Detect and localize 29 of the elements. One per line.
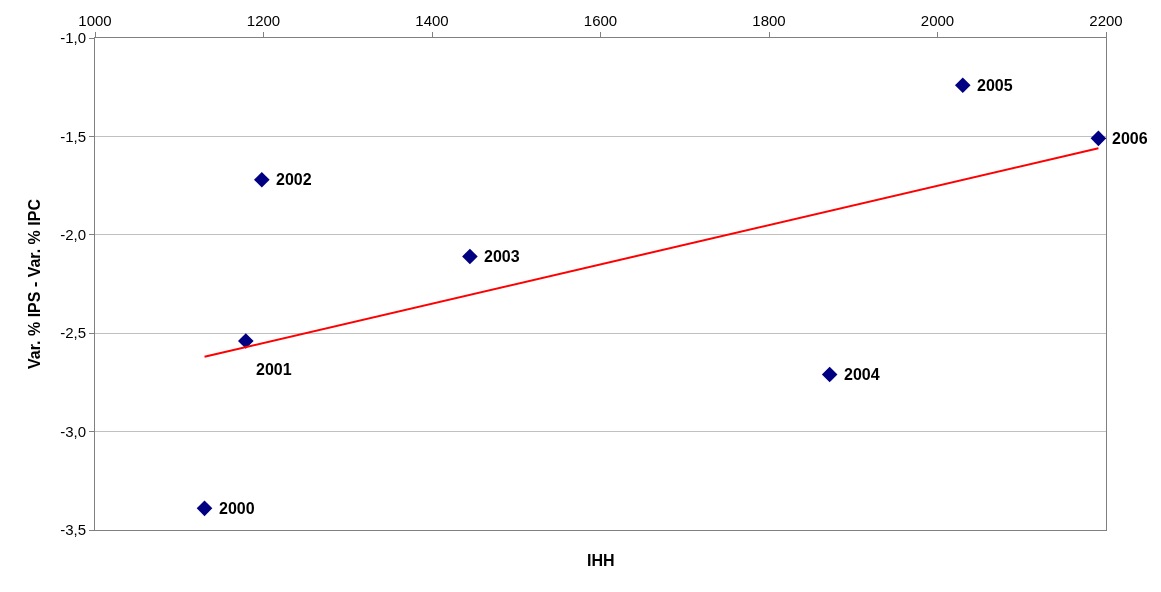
point: [254, 171, 270, 188]
y-tick-label: -1,0: [60, 29, 86, 47]
x-tick-label: 1000: [78, 12, 112, 29]
annotation: 2005: [977, 77, 1013, 94]
y-tick-label: -1,5: [60, 127, 86, 145]
point: [462, 248, 478, 265]
annotation: 2004: [844, 366, 880, 383]
annotation: 2003: [484, 248, 520, 265]
y-tick-label: -2,0: [60, 226, 86, 244]
point: [821, 366, 838, 383]
point: [196, 500, 213, 517]
x-tick-label: 1400: [415, 12, 449, 29]
point: [954, 77, 971, 94]
annotation: 2002: [276, 171, 312, 188]
y-tick-label: -3,0: [60, 422, 86, 440]
x-tick-label: 1800: [752, 12, 786, 29]
x-tick-label: 1600: [583, 12, 618, 29]
y-tick-label: -3,5: [60, 521, 86, 539]
annotation: 2001: [256, 361, 292, 378]
annotation: 2000: [219, 500, 255, 517]
point: [1090, 130, 1106, 147]
x-tick-label: 2000: [920, 12, 955, 29]
x-axis-title: IHH: [587, 552, 615, 569]
annotation: 2006: [1112, 130, 1148, 147]
y-axis-title: Var. % IPS - Var. % IPC: [26, 198, 44, 369]
x-tick-label: 1200: [246, 12, 281, 29]
point: [238, 333, 254, 349]
y-tick-label: -2,5: [60, 324, 86, 342]
x-tick-label: 2200: [1089, 12, 1123, 29]
